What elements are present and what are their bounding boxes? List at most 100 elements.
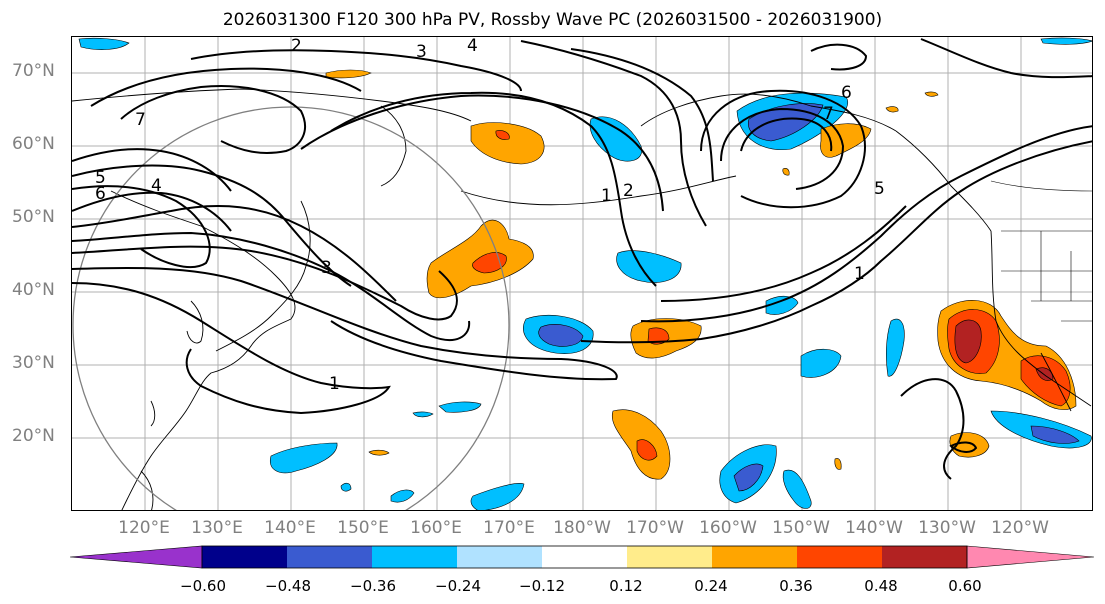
lon-label-170w: 170°W [626, 518, 684, 538]
colorbar-tick: −0.36 [350, 577, 396, 595]
contour-label: 7 [135, 110, 146, 130]
pv-contour [640, 125, 1092, 323]
colorbar-swatch-neg036-neg024 [372, 546, 457, 568]
lon-label-130w: 130°W [918, 518, 976, 538]
pv-contour [190, 49, 522, 92]
colorbar-swatch-pos036-pos048 [797, 546, 882, 568]
contour-label: 6 [841, 83, 852, 103]
colorbar-swatch-neg048-neg036 [287, 546, 372, 568]
map-svg: 1 2 3 3 4 4 5 5 6 6 7 7 1 1 2 [72, 37, 1092, 510]
contour-label: 7 [823, 104, 834, 124]
positive-anomaly [470, 122, 545, 165]
colorbar-swatch-pos024-pos036 [712, 546, 797, 568]
coastline-aleutians [460, 175, 737, 206]
pv-contour [72, 164, 352, 287]
pv-contour [72, 245, 458, 321]
lat-label-50n: 50°N [12, 207, 55, 227]
contour-label: 5 [874, 179, 885, 199]
colorbar-outline [201, 545, 968, 569]
lon-label-150w: 150°W [772, 518, 830, 538]
colorbar-swatch-below-neg060 [70, 545, 203, 569]
coastline-kamchatka [380, 105, 407, 187]
negative-anomaly [340, 482, 352, 492]
pv-contour [720, 107, 845, 190]
negative-anomaly [412, 411, 434, 418]
coastline-japan [215, 200, 311, 352]
colorbar-tick: 0.12 [609, 577, 643, 595]
colorbar-tick: −0.60 [180, 577, 226, 595]
lon-label-160e: 160°E [410, 518, 462, 538]
coastline-siberia [72, 88, 472, 122]
negative-anomaly [765, 295, 799, 315]
lat-label-20n: 20°N [12, 426, 55, 446]
reference-circle [72, 106, 510, 510]
coastline-alaska [640, 93, 897, 132]
negative-anomaly [1040, 37, 1092, 45]
pv-contour [120, 85, 306, 154]
negative-anomaly-core [733, 463, 764, 492]
colorbar-tick: −0.12 [519, 577, 565, 595]
lat-label-30n: 30°N [12, 353, 55, 373]
positive-anomaly [325, 69, 372, 79]
lat-label-60n: 60°N [12, 134, 55, 154]
pv-contour [700, 89, 866, 209]
positive-anomaly [782, 168, 790, 176]
colorbar-tick: 0.24 [694, 577, 728, 595]
contour-label: 4 [467, 37, 478, 56]
coastlines [72, 88, 1092, 510]
colorbar-tick: −0.24 [435, 577, 481, 595]
colorbar-swatch-neg024-neg012 [457, 546, 542, 568]
pv-contour [72, 191, 232, 232]
contour-label: 5 [95, 168, 106, 188]
contour-label: 1 [329, 374, 340, 394]
lon-label-140e: 140°E [264, 518, 316, 538]
lon-label-170e: 170°E [483, 518, 535, 538]
negative-anomaly [800, 348, 842, 378]
colorbar-swatch-above-pos060 [966, 545, 1095, 569]
pv-contour [740, 117, 833, 152]
positive-anomaly-max [954, 319, 982, 364]
positive-anomaly-core [636, 439, 658, 461]
contour-label: 2 [291, 37, 302, 56]
pv-contour [72, 266, 618, 381]
negative-anomaly-core [538, 324, 584, 347]
pv-contour [580, 140, 1092, 344]
coastline-korea [186, 300, 204, 344]
colorbar-swatch-neg060-neg048 [202, 546, 287, 568]
pv-contour [949, 441, 978, 453]
negative-anomaly [886, 318, 905, 377]
coastline-philippines [140, 470, 154, 510]
gridlines [72, 37, 1092, 510]
colorbar-tick: −0.48 [265, 577, 311, 595]
coastline-bc [895, 130, 992, 232]
coastline-taiwan [150, 400, 156, 427]
lon-label-140w: 140°W [845, 518, 903, 538]
pv-anomaly-shading [78, 37, 1092, 510]
map-panel: 1 2 3 3 4 4 5 5 6 6 7 7 1 1 2 [71, 36, 1093, 511]
pv-contour [520, 40, 707, 227]
contour-label: 3 [321, 258, 332, 278]
contour-label: 1 [854, 264, 865, 284]
negative-anomaly-core [1030, 425, 1080, 444]
positive-anomaly [834, 458, 842, 470]
coastline-asia [110, 190, 296, 510]
lat-label-70n: 70°N [12, 61, 55, 81]
lon-label-150e: 150°E [337, 518, 389, 538]
positive-anomaly-strong [1020, 355, 1071, 407]
pv-contour [72, 282, 391, 415]
colorbar-tick: 0.36 [779, 577, 813, 595]
coastline-baja [1040, 352, 1072, 412]
contour-label: 6 [95, 184, 106, 204]
colorbar-tick: 0.48 [864, 577, 898, 595]
pv-contour [810, 43, 868, 71]
lon-label-120w: 120°W [991, 518, 1049, 538]
colorbar [70, 545, 1095, 569]
negative-anomaly [390, 489, 415, 503]
positive-anomaly [368, 449, 390, 456]
lon-label-180w: 180°W [553, 518, 611, 538]
coastline-westcoast [990, 230, 1092, 407]
borders [990, 180, 1092, 322]
colorbar-tick: 0.60 [948, 577, 982, 595]
contour-label: 2 [623, 181, 634, 201]
